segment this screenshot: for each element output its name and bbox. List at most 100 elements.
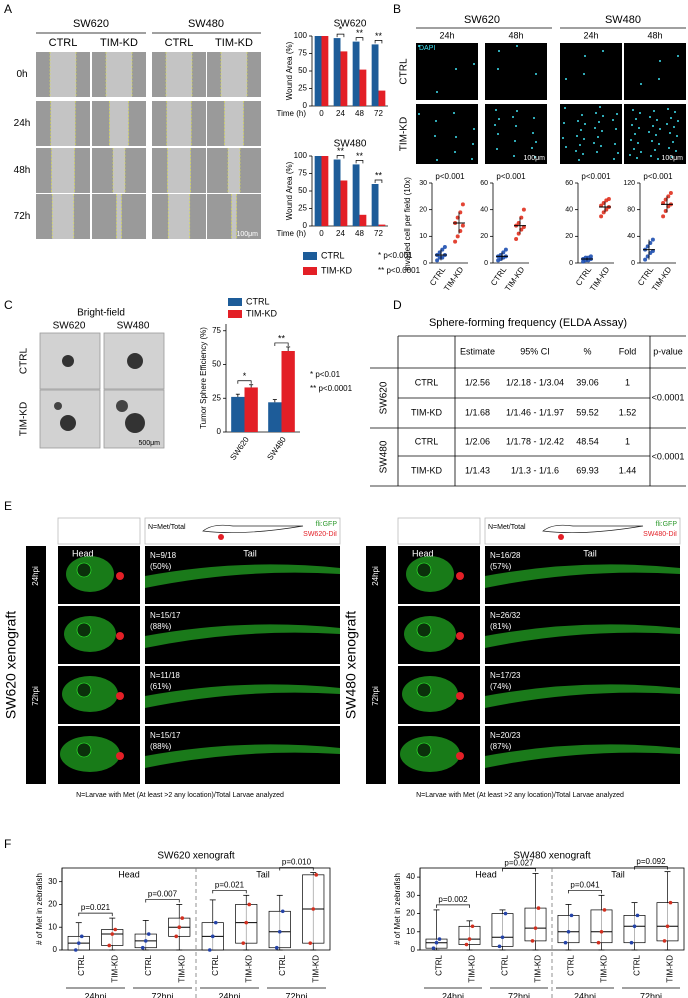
scale-bar: 100μm: [236, 231, 258, 238]
nucleus: [498, 118, 500, 120]
nucleus: [630, 139, 632, 141]
data-point: [514, 237, 519, 241]
bar: [352, 41, 360, 106]
region-label: Tail: [243, 548, 257, 558]
row-label: CTRL: [385, 684, 394, 705]
y-tick-label: 80: [627, 207, 635, 214]
marker: [213, 920, 218, 925]
panel-title: SW620 xenograft: [3, 611, 19, 719]
nucleus: [455, 68, 457, 70]
y-tick-label: 100: [294, 151, 308, 160]
p-value: p=0.021: [215, 880, 245, 889]
marker: [146, 932, 151, 936]
y-tick-label: 40: [565, 207, 573, 214]
nucleus: [634, 133, 636, 135]
nucleus: [494, 124, 496, 126]
marker: [437, 937, 442, 941]
panel-title: Bright-field: [77, 308, 125, 319]
x-tick-label: 0: [319, 109, 324, 118]
eye: [76, 622, 92, 638]
marker: [536, 906, 541, 910]
legend-note: * p<0.01: [310, 370, 341, 379]
bar: [359, 69, 367, 106]
percent: (81%): [490, 622, 512, 631]
marker: [500, 935, 505, 940]
nucleus: [583, 138, 585, 140]
sphere: [60, 415, 76, 431]
y-label: # of Met in zebrafish: [393, 873, 402, 945]
column-header: 48h: [508, 30, 523, 40]
x-tick-label: 72: [374, 229, 383, 238]
x-tick-label: TIM-KD: [177, 955, 186, 983]
bar: [352, 164, 360, 226]
data-point: [668, 191, 673, 195]
x-tick-label: 0: [319, 229, 324, 238]
nucleus: [472, 143, 474, 145]
y-tick-label: 40: [406, 872, 415, 881]
box: [524, 907, 547, 942]
column-header: TIM-KD: [100, 37, 138, 49]
nucleus: [455, 136, 457, 138]
column-header: CTRL: [165, 37, 194, 49]
data-point: [606, 197, 611, 201]
legend-label: TIM-KD: [321, 265, 352, 275]
tail-signal: [485, 624, 680, 648]
nucleus: [649, 116, 651, 118]
marker: [277, 929, 282, 934]
table-cell: 1/2.06: [465, 436, 490, 446]
table-cell: 69.93: [576, 465, 599, 475]
chart-title: SW620: [334, 19, 367, 30]
wound-gap: [168, 194, 190, 239]
y-tick-label: 30: [419, 180, 427, 187]
row-header: TIM-KD: [399, 117, 410, 151]
eye: [416, 562, 432, 578]
panel-label: D: [393, 298, 402, 312]
p-value: p=0.002: [438, 895, 468, 904]
nucleus: [616, 113, 618, 115]
marker: [210, 934, 215, 939]
y-tick-label: 100: [294, 31, 308, 40]
data-point: [503, 247, 508, 252]
wound-gap: [106, 52, 132, 97]
nucleus: [601, 130, 603, 132]
legend-note: ** p<0.0001: [310, 384, 353, 393]
nucleus: [579, 144, 581, 146]
nucleus: [471, 158, 473, 160]
significance-bracket: [374, 179, 383, 183]
row-header: TIM-KD: [19, 402, 30, 436]
significance-bracket: [374, 40, 383, 44]
wound-gap: [167, 148, 191, 193]
nucleus: [656, 119, 658, 121]
p-bracket: [502, 868, 536, 872]
marker: [113, 927, 118, 932]
group-label: 72hpi: [285, 991, 307, 998]
marker: [177, 925, 182, 930]
nucleus: [651, 140, 653, 142]
table-cell: 59.52: [576, 407, 599, 417]
image: [485, 104, 547, 164]
nucleus: [670, 117, 672, 119]
nucleus: [668, 147, 670, 149]
significance: **: [356, 151, 364, 161]
marker: [434, 940, 439, 945]
nucleus: [617, 152, 619, 154]
significance: **: [356, 28, 364, 38]
marker: [599, 929, 604, 934]
region-label: Head: [412, 548, 434, 558]
scale-bar: 100μm: [661, 155, 683, 162]
row-header: 72h: [14, 211, 31, 222]
data-point: [460, 202, 465, 207]
significance-bracket: [336, 155, 345, 159]
percent: (74%): [490, 682, 512, 691]
column-header: SW480: [188, 18, 224, 30]
x-tick-label: TIM-KD: [666, 955, 675, 983]
nucleus: [657, 158, 659, 160]
nucleus: [473, 128, 475, 130]
panel-label: B: [393, 2, 401, 16]
nucleus: [584, 123, 586, 125]
y-label: Tumor Sphere Efficiency (%): [199, 327, 208, 429]
percent: (88%): [150, 622, 172, 631]
nucleus: [497, 68, 499, 70]
nucleus: [669, 132, 671, 134]
significance-bracket: [237, 380, 252, 384]
